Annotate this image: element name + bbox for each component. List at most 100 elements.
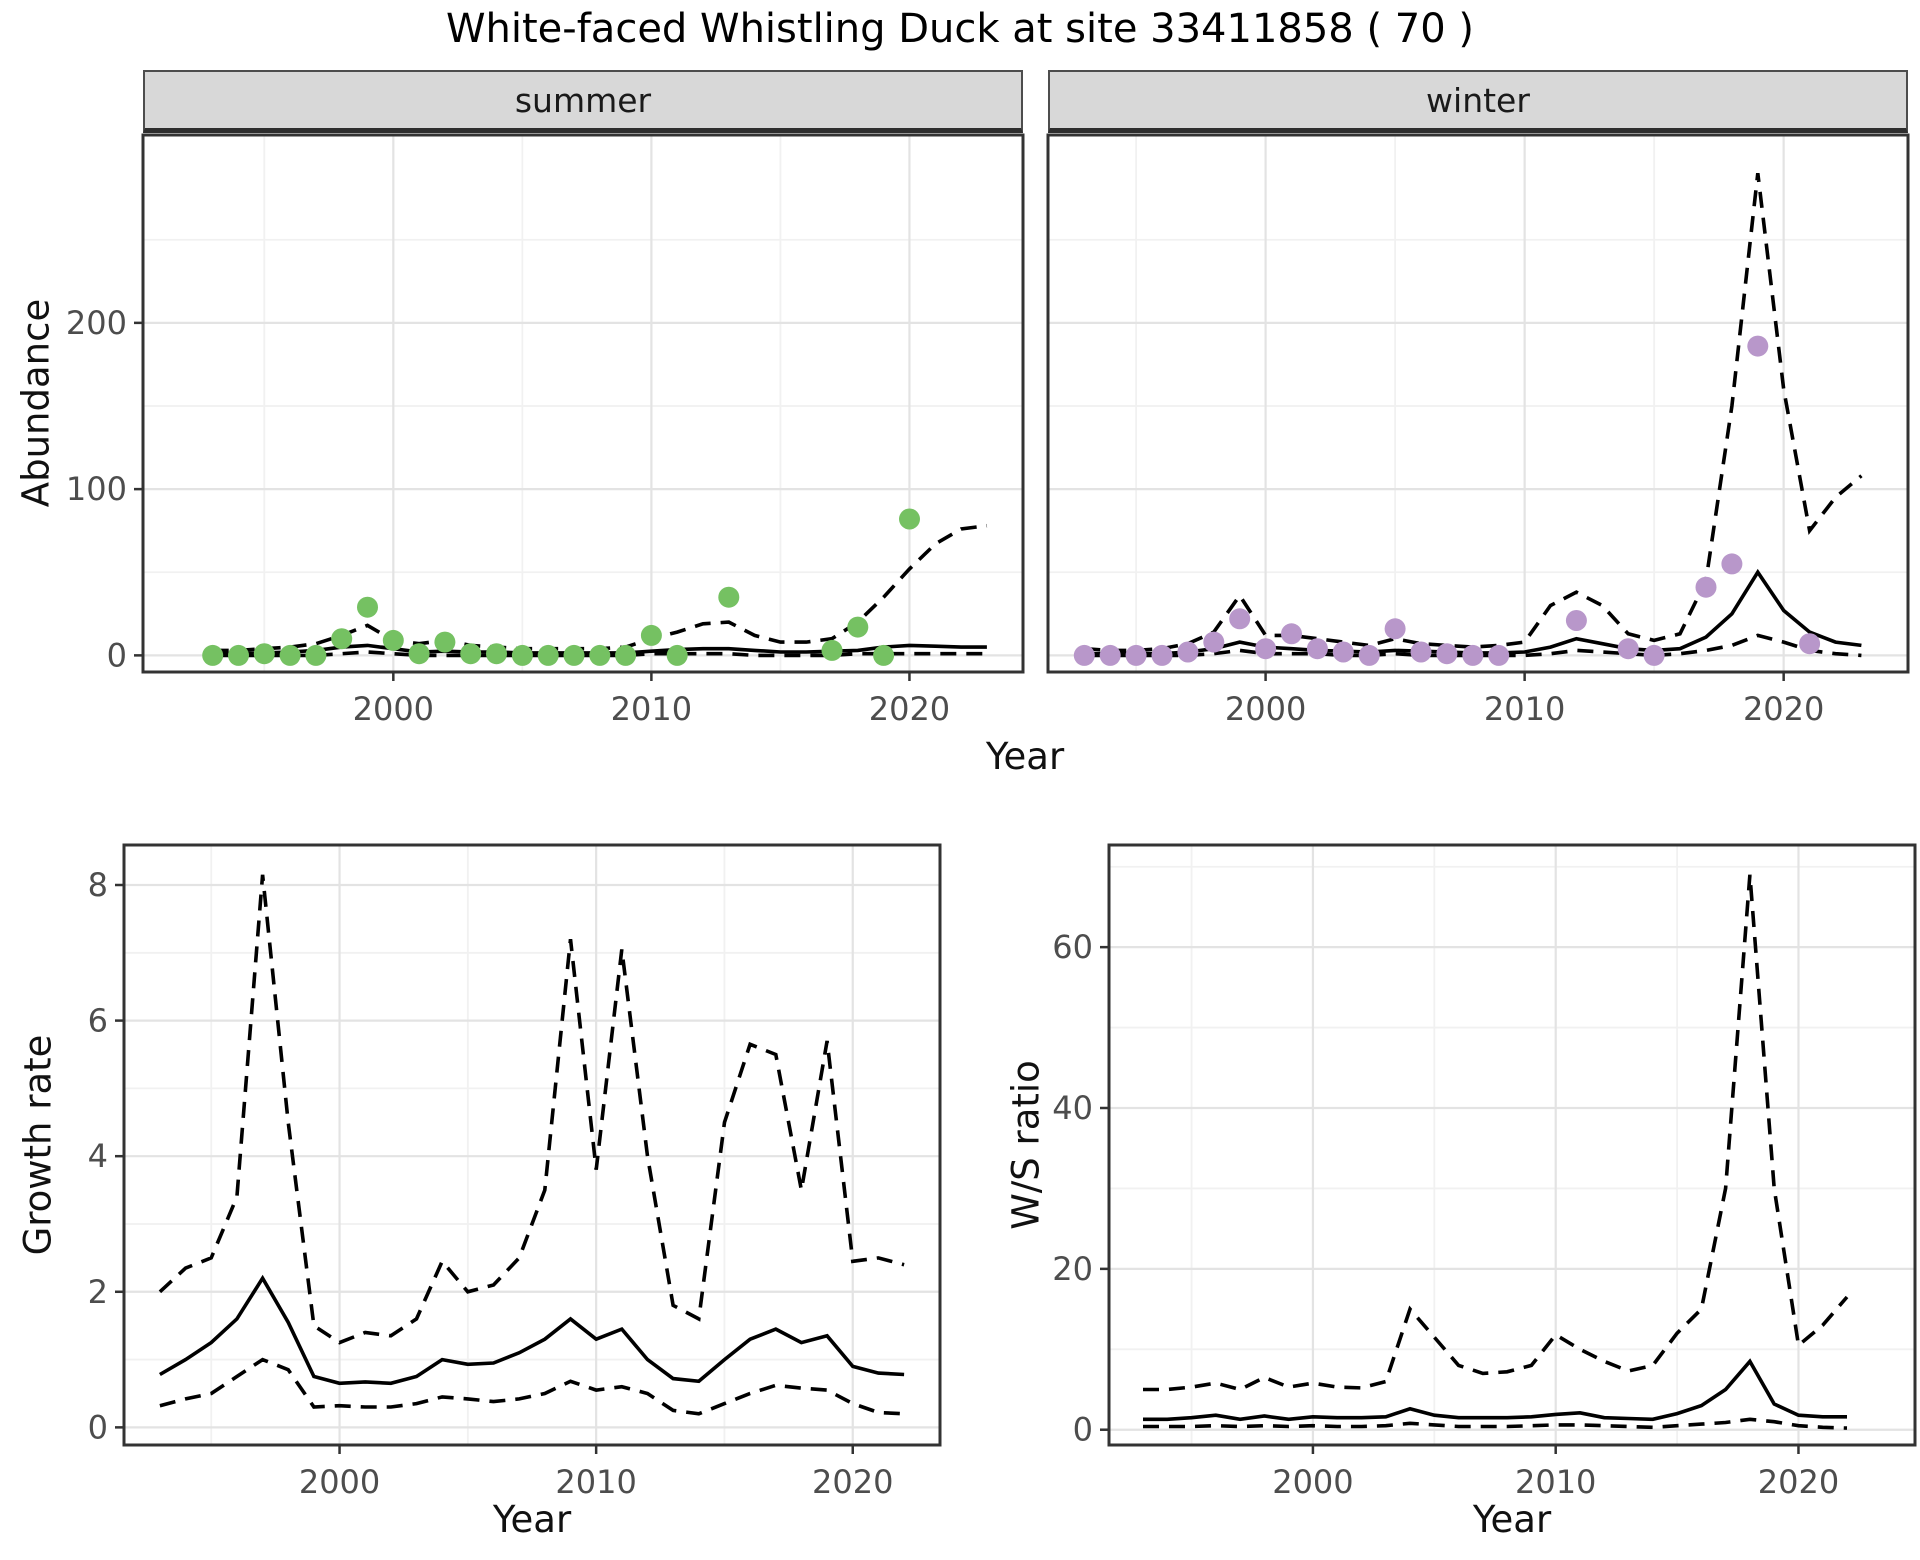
ws-year-axis-title: Year [1472, 1498, 1552, 1541]
x-tick-label: 2000 [1225, 690, 1306, 728]
y-tick-label: 60 [1052, 928, 1093, 966]
data-point [1203, 631, 1225, 653]
data-point [382, 629, 404, 651]
data-point [331, 628, 353, 650]
x-tick-label: 2010 [1484, 690, 1565, 728]
panel-border [1046, 133, 1910, 674]
x-tick-label: 2010 [611, 690, 692, 728]
abundance-axis-title: Abundance [14, 298, 58, 508]
growth-rate-axis-title: Growth rate [16, 1034, 60, 1256]
abundance-summer-chart: 2000 2010 2020 0 100 200 [66, 133, 1025, 728]
y-tick-label: 200 [66, 304, 127, 342]
data-point [228, 644, 249, 666]
x-tick-label: 2020 [812, 1463, 893, 1501]
panel-background [124, 845, 940, 1445]
ws-ratio-chart: 2000 2010 2020 0 20 40 60 [1052, 843, 1917, 1501]
growth-rate-chart: 2000 2010 2020 0 2 4 6 8 [88, 843, 942, 1501]
data-point [486, 643, 507, 665]
data-point [1747, 335, 1769, 357]
data-point [1099, 644, 1121, 666]
facet-strip-winter: winter [1048, 70, 1908, 133]
data-point [434, 631, 456, 653]
y-tick-label: 0 [107, 636, 127, 674]
data-point [821, 639, 843, 661]
data-point [666, 644, 688, 666]
facet-strip-summer: summer [143, 70, 1023, 133]
x-tick-label: 2010 [555, 1463, 636, 1501]
top-year-axis-title: Year [985, 735, 1065, 778]
data-point [1255, 638, 1277, 660]
data-point [873, 644, 895, 666]
data-point [1306, 638, 1328, 660]
y-tick-label: 0 [88, 1408, 108, 1446]
ci-upper-line [158, 874, 905, 1345]
ci-upper-line [1143, 874, 1849, 1392]
data-point [460, 643, 482, 665]
y-tick-label: 20 [1052, 1250, 1093, 1288]
data-point [202, 644, 224, 666]
y-tick-label: 40 [1052, 1089, 1093, 1127]
data-point [640, 624, 662, 646]
data-point [1410, 641, 1432, 663]
panel-border [141, 133, 1025, 674]
data-point [1462, 644, 1484, 666]
data-point [1177, 641, 1199, 663]
data-point [1799, 633, 1821, 655]
data-point [589, 644, 611, 666]
y-tick-label: 0 [1073, 1411, 1093, 1449]
x-tick-label: 2000 [353, 690, 434, 728]
data-point [1151, 644, 1173, 666]
data-point [305, 644, 327, 666]
data-point [718, 586, 740, 608]
data-point [1384, 618, 1406, 640]
abundance-winter-chart: 2000 2010 2020 [1046, 133, 1910, 728]
data-point [1125, 644, 1147, 666]
y-tick-label: 6 [88, 1002, 108, 1040]
ci-lower-line [159, 1357, 905, 1416]
data-point [615, 644, 637, 666]
data-point [1643, 644, 1665, 666]
data-point [899, 508, 920, 530]
y-tick-label: 8 [88, 866, 108, 904]
x-tick-label: 2000 [1272, 1463, 1353, 1501]
data-point [1617, 638, 1639, 660]
facet-label-summer: summer [514, 80, 652, 120]
data-point [1695, 576, 1717, 598]
data-point [1073, 644, 1095, 666]
x-tick-label: 2020 [1743, 690, 1824, 728]
data-point [1281, 623, 1302, 645]
y-tick-label: 4 [88, 1137, 108, 1175]
x-tick-label: 2000 [299, 1463, 380, 1501]
panel-border [122, 843, 942, 1447]
median-line [1143, 1358, 1847, 1422]
data-point [563, 644, 585, 666]
data-point [1721, 553, 1743, 575]
x-tick-label: 2020 [869, 690, 950, 728]
data-point [1436, 643, 1458, 665]
data-point [537, 644, 559, 666]
x-tick-label: 2010 [1515, 1463, 1596, 1501]
data-point [253, 643, 275, 665]
y-tick-label: 2 [88, 1273, 108, 1311]
median-line [158, 1274, 905, 1386]
x-tick-label: 2020 [1758, 1463, 1839, 1501]
ci-lower-line [1143, 1417, 1848, 1430]
data-point [279, 644, 301, 666]
data-point [847, 616, 869, 638]
data-point [408, 643, 430, 665]
data-point [1332, 641, 1354, 663]
y-tick-label: 100 [66, 470, 127, 508]
panel-background [143, 135, 1023, 672]
data-point [1229, 608, 1251, 630]
data-point [1488, 644, 1510, 666]
growth-year-axis-title: Year [492, 1498, 572, 1541]
panel-background [1048, 135, 1908, 672]
panel-border [1107, 843, 1917, 1447]
data-point [1358, 644, 1380, 666]
panel-background [1109, 845, 1915, 1445]
data-point [511, 644, 533, 666]
facet-label-winter: winter [1426, 80, 1530, 120]
data-point [357, 596, 378, 618]
plot-title: White-faced Whistling Duck at site 33411… [445, 6, 1474, 52]
